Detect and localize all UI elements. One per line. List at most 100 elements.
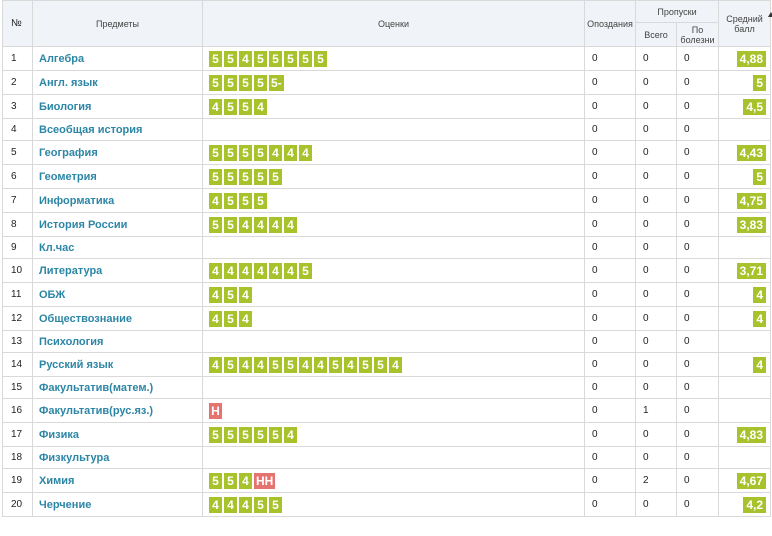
subject-link[interactable]: Русский язык [32,352,203,377]
grade-badge[interactable]: 5 [224,98,237,115]
grade-badge[interactable]: 5- [269,74,284,91]
grade-badge[interactable]: 4 [344,356,357,373]
grade-badge[interactable]: 4 [269,216,282,233]
grade-badge[interactable]: 5 [299,262,312,279]
grade-badge[interactable]: 4 [299,144,312,161]
subject-link[interactable]: География [32,140,203,165]
grade-badge[interactable]: 4 [224,496,237,513]
grade-badge[interactable]: 5 [239,192,252,209]
grade-badge[interactable]: 4 [269,262,282,279]
grade-badge[interactable]: 5 [239,98,252,115]
grade-badge[interactable]: 5 [269,426,282,443]
grade-badge[interactable]: 4 [209,496,222,513]
grade-badge[interactable]: 4 [239,216,252,233]
grade-badge[interactable]: 5 [209,216,222,233]
grade-badge[interactable]: 4 [209,310,222,327]
grade-badge[interactable]: 4 [239,356,252,373]
grade-badge[interactable]: 4 [299,356,312,373]
grade-badge[interactable]: 5 [224,426,237,443]
sort-caret-icon[interactable] [768,12,772,17]
grade-badge[interactable]: 5 [224,216,237,233]
grade-badge[interactable]: 4 [254,356,267,373]
subject-link[interactable]: Литература [32,258,203,283]
absence-badge[interactable]: НН [254,472,276,489]
grade-badge[interactable]: 5 [284,356,297,373]
grade-badge[interactable]: 5 [299,50,312,67]
subject-link[interactable]: Физкультура [32,446,203,469]
grade-badge[interactable]: 4 [284,262,297,279]
grade-badge[interactable]: 5 [209,168,222,185]
grade-badge[interactable]: 4 [239,472,252,489]
grade-badge[interactable]: 4 [239,496,252,513]
grade-badge[interactable]: 4 [254,216,267,233]
grade-badge[interactable]: 5 [269,496,282,513]
grade-badge[interactable]: 5 [254,168,267,185]
grade-badge[interactable]: 5 [329,356,342,373]
grade-badge[interactable]: 4 [389,356,402,373]
absence-badge[interactable]: Н [209,402,222,419]
grade-badge[interactable]: 5 [224,310,237,327]
grade-badge[interactable]: 4 [269,144,282,161]
grade-badge[interactable]: 5 [224,356,237,373]
subject-link[interactable]: История России [32,212,203,237]
grade-badge[interactable]: 5 [224,192,237,209]
subject-link[interactable]: Геометрия [32,164,203,189]
grade-badge[interactable]: 5 [224,50,237,67]
grade-badge[interactable]: 4 [209,356,222,373]
subject-link[interactable]: Химия [32,468,203,493]
grade-badge[interactable]: 4 [239,262,252,279]
grade-badge[interactable]: 5 [224,472,237,489]
grade-badge[interactable]: 5 [254,50,267,67]
grade-badge[interactable]: 5 [269,168,282,185]
grade-badge[interactable]: 4 [284,426,297,443]
subject-link[interactable]: Факультатив(матем.) [32,376,203,399]
grade-badge[interactable]: 5 [224,144,237,161]
grade-badge[interactable]: 4 [239,310,252,327]
grade-badge[interactable]: 5 [224,168,237,185]
subject-link[interactable]: Черчение [32,492,203,517]
grade-badge[interactable]: 4 [314,356,327,373]
grade-badge[interactable]: 4 [284,216,297,233]
grade-badge[interactable]: 5 [254,74,267,91]
subject-link[interactable]: Кл.час [32,236,203,259]
grade-badge[interactable]: 4 [239,286,252,303]
grade-badge[interactable]: 4 [284,144,297,161]
grade-badge[interactable]: 4 [239,50,252,67]
subject-link[interactable]: Всеобщая история [32,118,203,141]
grade-badge[interactable]: 5 [209,50,222,67]
subject-link[interactable]: Факультатив(рус.яз.) [32,398,203,423]
grade-badge[interactable]: 4 [209,262,222,279]
grade-badge[interactable]: 5 [284,50,297,67]
subject-link[interactable]: Физика [32,422,203,447]
grade-badge[interactable]: 5 [254,144,267,161]
grade-badge[interactable]: 4 [254,262,267,279]
grade-badge[interactable]: 5 [224,286,237,303]
grade-badge[interactable]: 5 [359,356,372,373]
grade-badge[interactable]: 4 [209,192,222,209]
grade-badge[interactable]: 5 [374,356,387,373]
grade-badge[interactable]: 5 [209,472,222,489]
subject-link[interactable]: ОБЖ [32,282,203,307]
subject-link[interactable]: Биология [32,94,203,119]
grade-badge[interactable]: 4 [224,262,237,279]
grade-badge[interactable]: 5 [209,144,222,161]
grade-badge[interactable]: 4 [209,286,222,303]
grade-badge[interactable]: 5 [239,426,252,443]
grade-badge[interactable]: 5 [314,50,327,67]
grade-badge[interactable]: 5 [269,50,282,67]
subject-link[interactable]: Алгебра [32,46,203,71]
grade-badge[interactable]: 4 [209,98,222,115]
grade-badge[interactable]: 5 [239,144,252,161]
grade-badge[interactable]: 4 [254,98,267,115]
subject-link[interactable]: Обществознание [32,306,203,331]
subject-link[interactable]: Психология [32,330,203,353]
grade-badge[interactable]: 5 [254,496,267,513]
grade-badge[interactable]: 5 [254,192,267,209]
grade-badge[interactable]: 5 [254,426,267,443]
grade-badge[interactable]: 5 [269,356,282,373]
subject-link[interactable]: Англ. язык [32,70,203,95]
grade-badge[interactable]: 5 [209,74,222,91]
grade-badge[interactable]: 5 [239,74,252,91]
grade-badge[interactable]: 5 [239,168,252,185]
grade-badge[interactable]: 5 [224,74,237,91]
